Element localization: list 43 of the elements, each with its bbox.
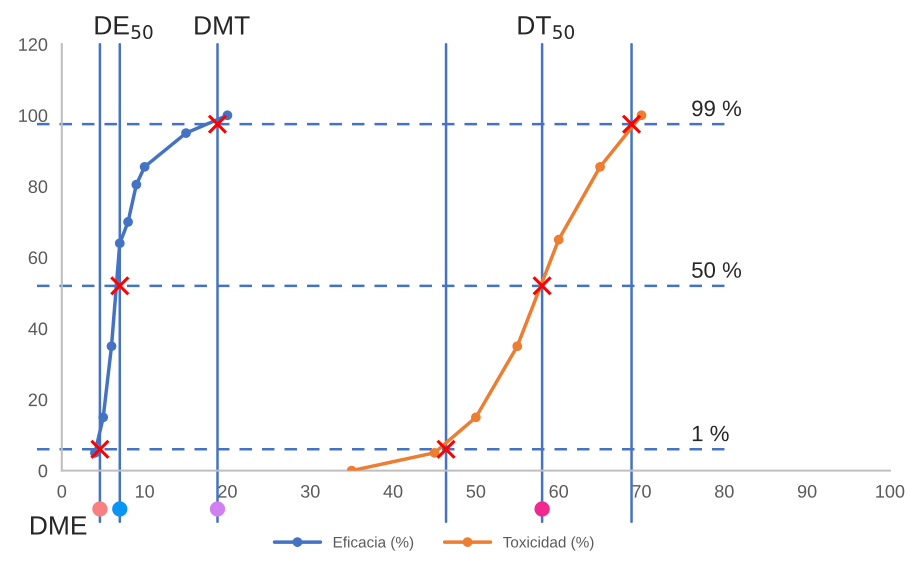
- point: [140, 162, 150, 172]
- x-tick-label: 40: [383, 484, 402, 498]
- point: [595, 162, 605, 172]
- y-tick-label: 100: [19, 109, 48, 122]
- point: [436, 439, 456, 460]
- y-tick-label: 120: [19, 38, 48, 51]
- point: [622, 114, 642, 134]
- x-tick-label: 50: [466, 484, 486, 498]
- x-tick-label: 0: [57, 484, 66, 498]
- x-tick-label: 80: [715, 484, 734, 498]
- x-tick-label: 60: [550, 484, 568, 498]
- ref-line-label: DME: [31, 516, 86, 535]
- point: [123, 217, 133, 227]
- y-tick-label: 60: [28, 251, 48, 264]
- point: [207, 114, 228, 134]
- x-tick-label: 10: [136, 484, 154, 498]
- ref-line-label: DT$_{50}$: [518, 16, 574, 40]
- point: [181, 128, 191, 138]
- annotation: 50 %: [692, 262, 742, 278]
- point: [430, 448, 440, 458]
- point: [471, 412, 481, 422]
- x-tick-label: 100: [876, 484, 904, 498]
- annotation: 1 %: [692, 426, 729, 442]
- point: [114, 238, 125, 248]
- point: [512, 341, 522, 352]
- y-tick-label: 80: [28, 180, 48, 194]
- x-tick-label: 30: [300, 484, 320, 498]
- point: [90, 439, 110, 460]
- point: [554, 234, 564, 245]
- y-tick-label: 0: [38, 464, 48, 478]
- ref-line-label: DE$_{50}$: [95, 16, 152, 40]
- point: [98, 412, 108, 422]
- legend-label: Toxicidad (%): [503, 536, 594, 551]
- point: [532, 276, 552, 296]
- point: [106, 341, 116, 352]
- legend-label: Eficacia (%): [334, 536, 414, 551]
- y-tick-label: 40: [28, 322, 48, 336]
- y-tick-label: 20: [28, 393, 48, 406]
- point: [131, 180, 142, 190]
- point: [110, 276, 130, 296]
- x-tick-label: 90: [798, 484, 816, 498]
- annotation: 99 %: [692, 100, 742, 116]
- ref-line-label: DMT: [195, 16, 250, 34]
